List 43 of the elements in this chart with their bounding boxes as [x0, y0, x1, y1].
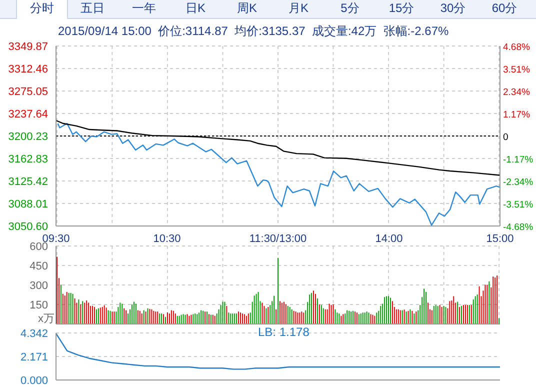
- text: 五日: [80, 0, 106, 17]
- y-tick-label: 3200.23: [8, 131, 48, 144]
- text: 15分: [388, 0, 416, 17]
- text: 周K: [236, 0, 258, 17]
- x-tick-label: 11:30/13:00: [249, 232, 307, 245]
- y-tick-label: 3125.42: [8, 176, 48, 188]
- y-tick-label: 300: [30, 280, 48, 292]
- y2-tick-label: -1.17%: [503, 154, 534, 166]
- y2-tick-label: 3.51%: [503, 64, 530, 76]
- chart-title: 2015/09/14 15:00 价位:3114.87 均价:3135.37 成交量:42万 张幅:-2.67%: [58, 23, 449, 40]
- line-series: [55, 120, 501, 176]
- y-axis-title: x万: [38, 312, 54, 326]
- text: 60分: [490, 0, 518, 17]
- y-tick-label: 150: [30, 300, 48, 312]
- y-tick-label: 4.342: [20, 328, 48, 340]
- text: 日K: [184, 0, 206, 17]
- text: 5分: [340, 0, 360, 17]
- y-tick-label: 3050.60: [8, 221, 48, 233]
- y-tick-label: 600: [30, 241, 48, 253]
- y2-tick-label: -2.34%: [503, 177, 534, 188]
- x-tick-label: 10:30: [153, 232, 181, 245]
- text: 分时: [16, 0, 68, 19]
- y-tick-label: 3088.01: [8, 198, 48, 210]
- y-tick-label: 3237.64: [8, 108, 48, 120]
- annotation: LB: 1.178: [258, 325, 310, 339]
- text: 月K: [287, 0, 310, 17]
- y-tick-label: 2.171: [20, 352, 48, 364]
- y2-tick-label: 2.34%: [503, 87, 530, 98]
- y-tick-label: 3312.46: [8, 64, 48, 76]
- y-tick-label: 3349.87: [8, 41, 48, 53]
- y2-tick-label: -4.68%: [503, 222, 534, 233]
- y2-tick-label: -3.51%: [503, 200, 534, 210]
- x-tick-label: 15:00: [486, 232, 514, 245]
- y-tick-label: 450: [30, 260, 48, 272]
- x-tick-label: 14:00: [375, 232, 403, 245]
- y-tick-label: 3162.83: [8, 154, 48, 166]
- y2-tick-label: 4.68%: [503, 42, 530, 53]
- y2-tick-label: 1.17%: [503, 110, 530, 120]
- y2-tick-label: 0: [503, 132, 508, 143]
- text: 30分: [439, 0, 467, 17]
- text: 一年: [131, 0, 157, 17]
- y-tick-label: 0.000: [20, 375, 48, 387]
- y-tick-label: 3275.05: [8, 86, 48, 98]
